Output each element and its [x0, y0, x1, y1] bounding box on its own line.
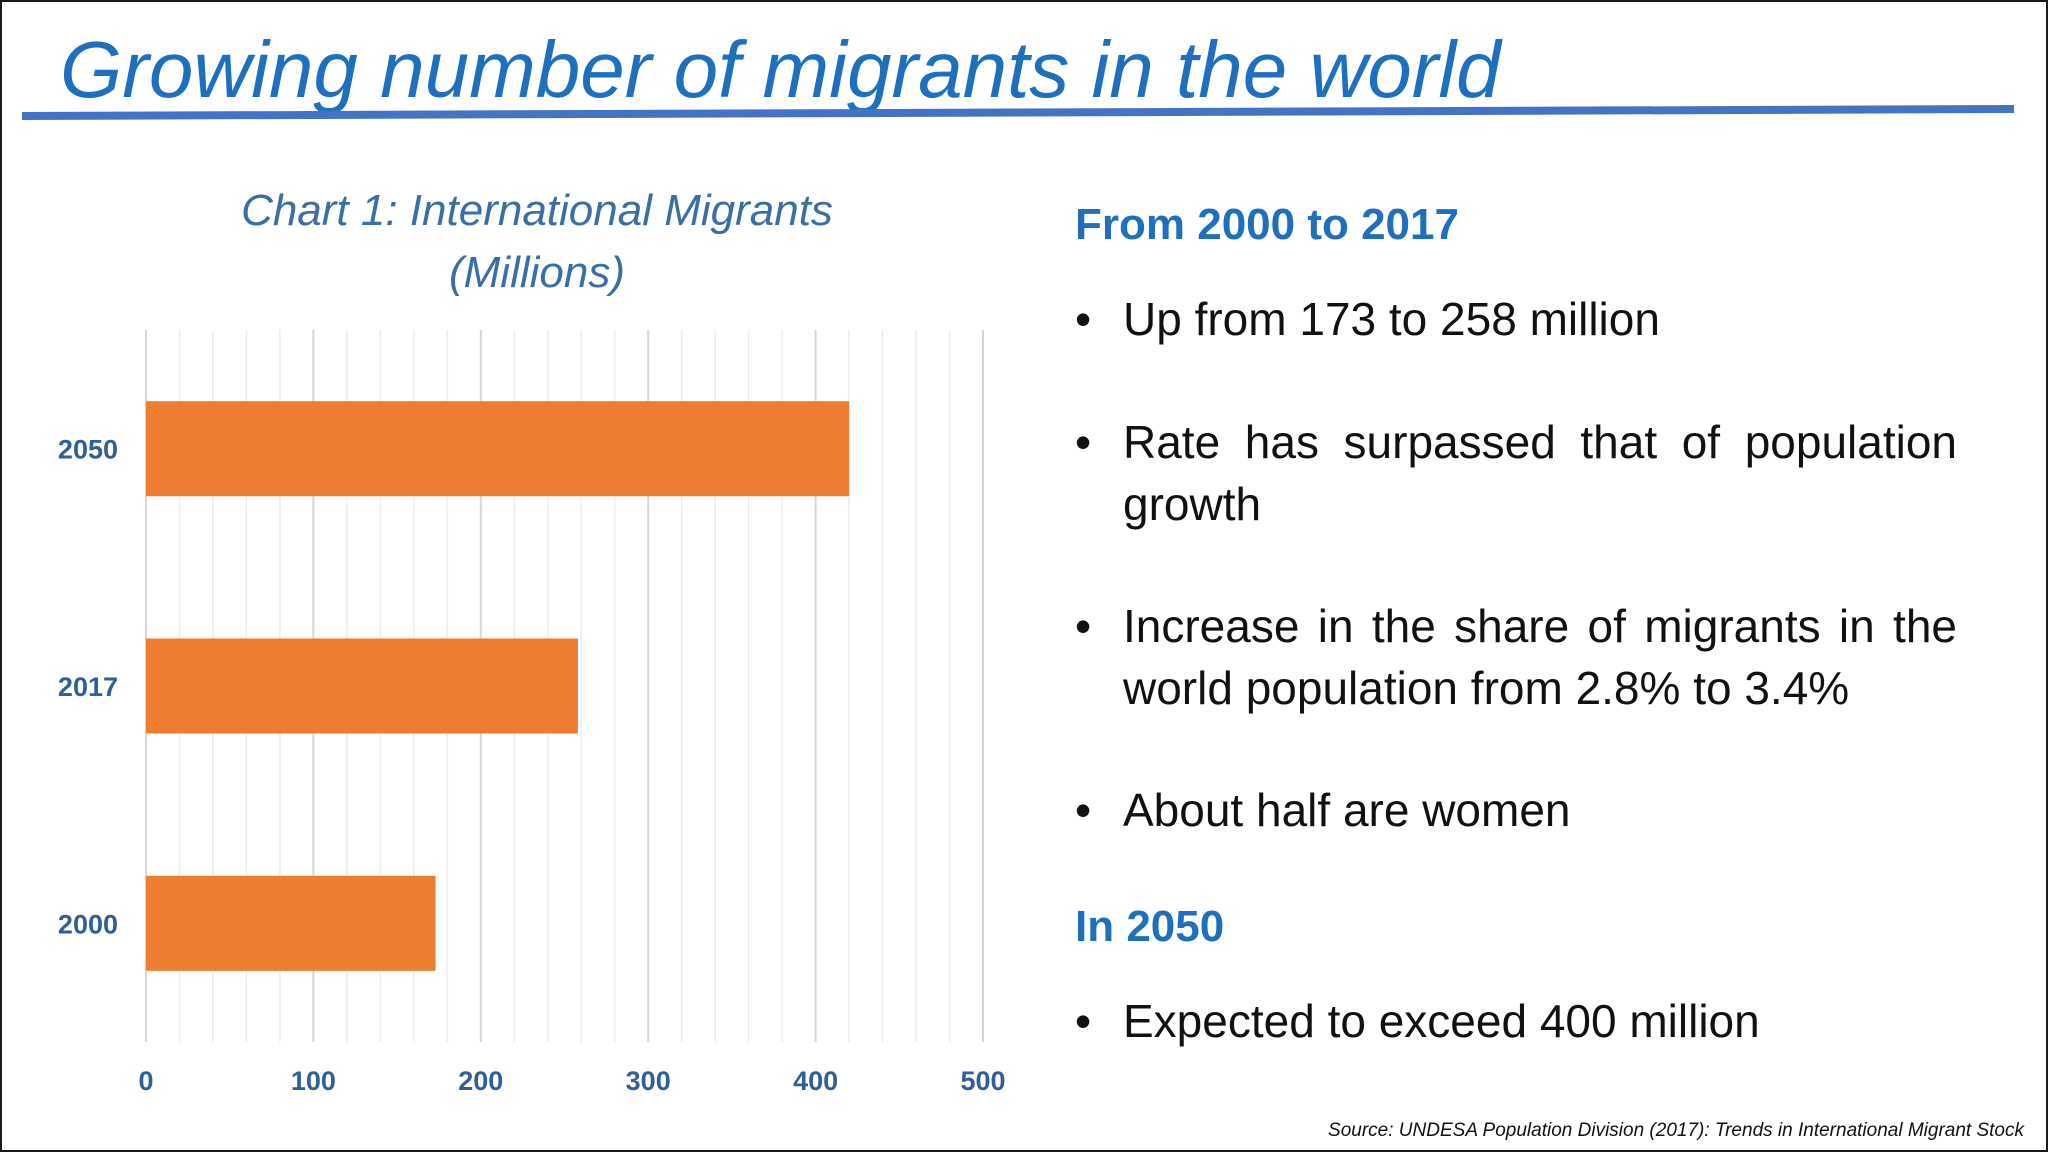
x-tick-label-400: 400: [793, 1066, 838, 1096]
bullet-item-5: • Expected to exceed 400 million: [1075, 990, 1957, 1052]
bullet-dot: •: [1075, 293, 1092, 345]
chart-bars: [146, 401, 850, 971]
chart-title-line1: Chart 1: International Migrants: [241, 186, 833, 235]
bullet-dot: •: [1075, 600, 1092, 652]
x-tick-label-0: 0: [138, 1066, 153, 1096]
bullet-item-3: • Increase in the share of migrants in t…: [1075, 595, 1957, 719]
slide-title: Growing number of migrants in the world: [60, 25, 1501, 114]
heading-2050: In 2050: [1075, 902, 1225, 951]
bar-2000: [146, 875, 436, 971]
category-label-2050: 2050: [58, 435, 118, 465]
bullet-text: Increase in the share of migrants in the…: [1123, 600, 1957, 714]
chart-value-labels: 0 100 200 300 400 500: [138, 1066, 1005, 1096]
bullet-dot: •: [1075, 784, 1092, 836]
chart-category-labels: 2050 2017 2000: [58, 435, 118, 940]
category-label-2000: 2000: [58, 909, 118, 939]
x-tick-label-500: 500: [960, 1066, 1005, 1096]
x-tick-label-100: 100: [291, 1066, 336, 1096]
bullet-text: Expected to exceed 400 million: [1123, 995, 1760, 1047]
chart-title: Chart 1: International Migrants (Million…: [150, 180, 924, 304]
bullet-text: About half are women: [1123, 784, 1571, 836]
x-tick-label-300: 300: [626, 1066, 671, 1096]
bullet-dot: •: [1075, 995, 1092, 1047]
bar-2050: [146, 401, 850, 497]
x-tick-label-200: 200: [458, 1066, 503, 1096]
bullet-item-2: • Rate has surpassed that of population …: [1075, 411, 1957, 535]
heading-2000-2017: From 2000 to 2017: [1075, 200, 1459, 249]
bullet-text: Up from 173 to 258 million: [1123, 293, 1660, 345]
bullet-text: Rate has surpassed that of population gr…: [1123, 416, 1957, 530]
category-label-2017: 2017: [58, 672, 118, 702]
bullet-item-1: • Up from 173 to 258 million: [1075, 288, 1957, 350]
source-citation: Source: UNDESA Population Division (2017…: [1328, 1120, 2024, 1141]
chart-title-line2: (Millions): [449, 248, 625, 297]
bar-chart: 2050 2017 2000 0 100 200 300 400 500: [58, 330, 1006, 1096]
bullet-item-4: • About half are women: [1075, 779, 1957, 841]
bar-2017: [146, 638, 578, 734]
bullet-dot: •: [1075, 416, 1092, 468]
